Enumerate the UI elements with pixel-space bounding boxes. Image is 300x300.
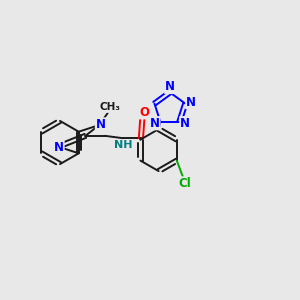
Text: N: N <box>95 118 105 131</box>
Text: Cl: Cl <box>178 177 191 190</box>
Text: NH: NH <box>114 140 133 150</box>
Text: CH₃: CH₃ <box>99 102 120 112</box>
Text: O: O <box>139 106 149 119</box>
Text: N: N <box>150 117 160 130</box>
Text: N: N <box>180 117 190 130</box>
Text: N: N <box>165 80 175 94</box>
Text: N: N <box>186 96 196 109</box>
Text: N: N <box>54 141 64 154</box>
